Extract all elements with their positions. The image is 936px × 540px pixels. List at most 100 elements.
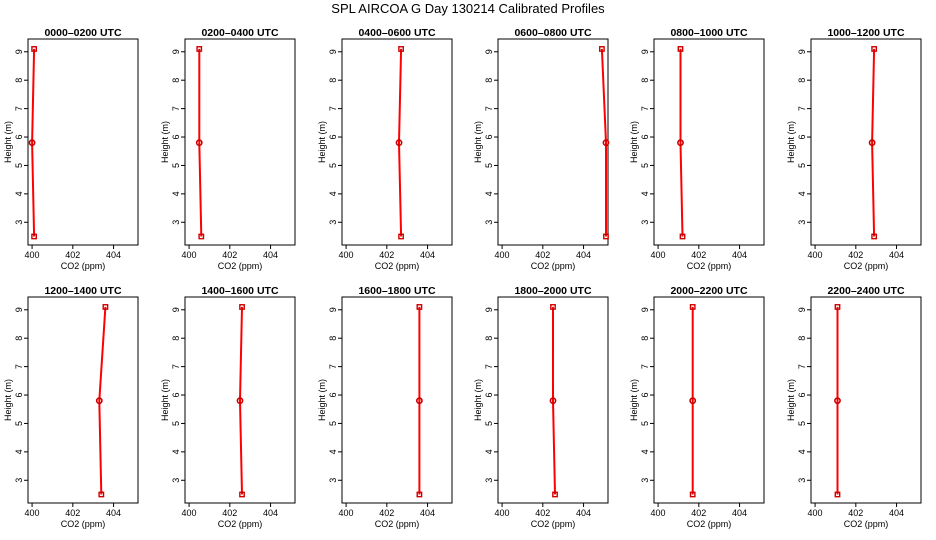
x-tick-label: 400: [339, 250, 354, 260]
data-point-square: [689, 491, 696, 498]
y-tick-label: 3: [171, 220, 181, 225]
y-axis-label: Height (m): [317, 379, 327, 421]
data-point-circle: [549, 397, 557, 405]
data-point-square: [198, 233, 205, 240]
y-tick-label: 6: [328, 135, 338, 140]
y-tick-label: 3: [14, 478, 24, 483]
data-point-circle: [677, 139, 684, 147]
panel-title: 1000–1200 UTC: [827, 27, 904, 39]
profile-panel: 1800–2000 UTC 400 402 404 3 4 5 6 7 8 9 CO2 (ppm) He…: [473, 285, 609, 529]
panel-title: 1600–1800 UTC: [358, 285, 435, 297]
plot-frame: [497, 296, 609, 504]
y-tick-label: 8: [797, 78, 807, 83]
x-axis-label: CO2 (ppm): [531, 519, 576, 529]
y-tick-label: 8: [328, 336, 338, 341]
y-tick-label: 9: [171, 307, 181, 312]
x-axis-label: CO2 (ppm): [687, 261, 732, 271]
y-tick-label: 4: [797, 191, 807, 196]
x-tick-label: 400: [495, 508, 510, 518]
y-tick-label: 6: [14, 393, 24, 398]
data-point-circle: [416, 397, 423, 405]
y-tick-label: 5: [640, 421, 650, 426]
y-tick-label: 9: [797, 49, 807, 54]
x-tick-label: 402: [65, 508, 80, 518]
y-tick-label: 7: [640, 106, 650, 111]
x-tick-label: 402: [222, 250, 237, 260]
x-tick-label: 404: [732, 250, 747, 260]
data-point-square: [598, 46, 605, 52]
profile-panel: 0600–0800 UTC 400 402 404 3 4 5 6 7 8 9 CO2 (ppm) He…: [473, 27, 610, 271]
profile-panel: 2200–2400 UTC 400 402 404 3 4 5 6 7 8 9 CO2 (ppm) He…: [786, 285, 922, 529]
y-tick-label: 4: [171, 191, 181, 196]
y-tick-label: 9: [484, 307, 494, 312]
panel-title: 1800–2000 UTC: [514, 285, 591, 297]
y-tick-label: 6: [797, 135, 807, 140]
y-tick-label: 7: [14, 106, 24, 111]
data-point-square: [239, 304, 245, 310]
profile-line: [871, 48, 876, 237]
plot-frame: [653, 296, 765, 504]
profile-line: [98, 306, 107, 495]
y-tick-label: 5: [328, 163, 338, 168]
y-tick-label: 6: [640, 135, 650, 140]
data-point-square: [834, 304, 841, 310]
y-axis-label: Height (m): [3, 379, 13, 421]
data-point-circle: [95, 397, 103, 405]
plot-frame: [27, 296, 139, 504]
y-tick-label: 9: [328, 49, 338, 54]
y-tick-label: 7: [328, 364, 338, 369]
profile-panel: 0200–0400 UTC 400 402 404 3 4 5 6 7 8 9 CO2 (ppm) He…: [160, 27, 296, 271]
data-point-square: [31, 46, 38, 52]
y-tick-label: 8: [797, 336, 807, 341]
x-tick-label: 400: [651, 250, 666, 260]
panel-title: 0200–0400 UTC: [201, 27, 278, 39]
x-tick-label: 400: [495, 250, 510, 260]
data-point-square: [552, 491, 558, 498]
x-tick-label: 402: [535, 508, 550, 518]
y-tick-label: 5: [14, 421, 24, 426]
y-tick-label: 4: [797, 449, 807, 454]
y-tick-label: 5: [484, 163, 494, 168]
y-tick-label: 8: [14, 78, 24, 83]
y-tick-label: 7: [484, 106, 494, 111]
x-axis-label: CO2 (ppm): [375, 519, 420, 529]
y-tick-label: 3: [640, 478, 650, 483]
data-point-square: [416, 491, 423, 498]
y-tick-label: 3: [328, 220, 338, 225]
y-tick-label: 4: [328, 449, 338, 454]
x-tick-label: 404: [263, 508, 278, 518]
plot-frame: [184, 38, 296, 246]
y-axis-label: Height (m): [160, 121, 170, 163]
y-tick-label: 4: [484, 449, 494, 454]
y-tick-label: 6: [484, 393, 494, 398]
y-tick-label: 5: [797, 163, 807, 168]
profile-panel: 0400–0600 UTC 400 402 404 3 4 5 6 7 8 9 CO2 (ppm) He…: [317, 27, 453, 271]
profile-line: [552, 306, 556, 495]
profile-panel: 1000–1200 UTC 400 402 404 3 4 5 6 7 8 9 CO2 (ppm) He…: [786, 27, 922, 271]
data-point-square: [416, 304, 423, 310]
y-tick-label: 6: [640, 393, 650, 398]
x-tick-label: 402: [65, 250, 80, 260]
y-tick-label: 8: [328, 78, 338, 83]
x-tick-label: 400: [651, 508, 666, 518]
x-axis-label: CO2 (ppm): [375, 261, 420, 271]
data-point-square: [834, 491, 841, 498]
data-point-square: [871, 233, 878, 240]
panel-title: 0600–0800 UTC: [514, 27, 591, 39]
x-tick-label: 404: [732, 508, 747, 518]
data-point-square: [102, 304, 109, 310]
y-tick-label: 7: [640, 364, 650, 369]
x-tick-label: 400: [808, 508, 823, 518]
profile-line: [397, 48, 403, 237]
profile-panel: 2000–2200 UTC 400 402 404 3 4 5 6 7 8 9 CO2 (ppm) He…: [629, 285, 765, 529]
y-tick-label: 3: [328, 478, 338, 483]
plot-frame: [810, 296, 922, 504]
data-point-square: [398, 233, 404, 240]
y-tick-label: 8: [171, 336, 181, 341]
data-point-circle: [236, 397, 244, 405]
y-axis-label: Height (m): [629, 121, 639, 163]
data-point-circle: [868, 139, 876, 147]
profile-line: [31, 48, 36, 237]
y-tick-label: 3: [171, 478, 181, 483]
y-tick-label: 6: [328, 393, 338, 398]
